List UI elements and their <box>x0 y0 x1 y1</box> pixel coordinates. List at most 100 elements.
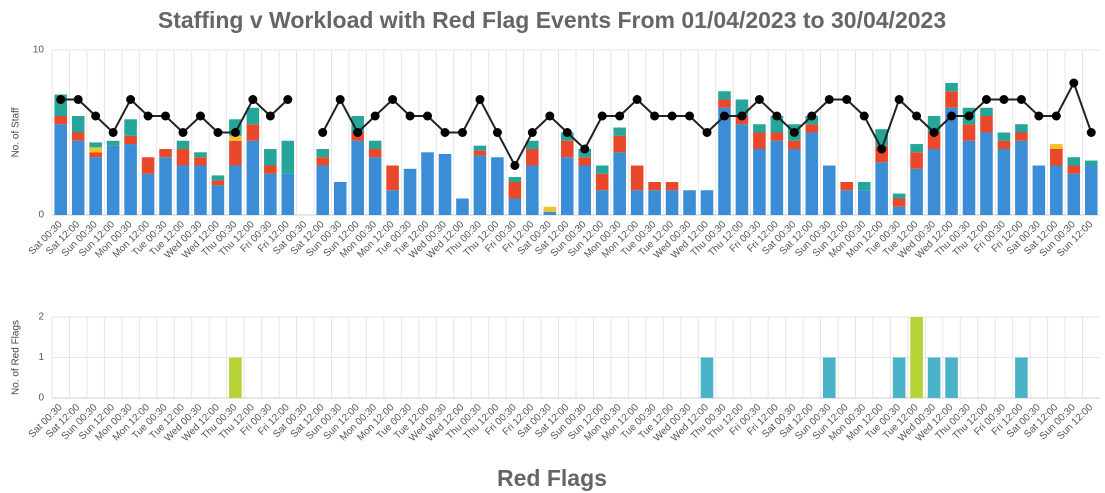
staff-point <box>108 128 118 137</box>
bar-segment <box>1050 144 1063 149</box>
bar-segment <box>962 140 976 215</box>
bar-segment <box>124 135 137 145</box>
bar-segment <box>927 357 941 398</box>
bar-segment <box>194 157 207 166</box>
bar-segment <box>980 116 993 133</box>
y-tick-label: 1 <box>38 352 44 363</box>
staff-point <box>475 95 485 104</box>
bar-segment <box>421 152 434 215</box>
staff-point <box>685 111 695 121</box>
bar-segment <box>770 140 784 215</box>
bar-segment <box>438 153 452 215</box>
bar-segment <box>630 190 644 215</box>
bar-segment <box>124 119 137 136</box>
bar-segment <box>211 180 225 186</box>
bar-segment <box>840 190 854 215</box>
bar-segment <box>526 149 539 166</box>
bar-segment <box>560 140 574 158</box>
bar-segment <box>927 132 941 149</box>
bar-segment <box>648 182 661 191</box>
bar-segment <box>892 357 906 398</box>
bar-segment <box>665 190 679 215</box>
bar-segment <box>456 198 469 215</box>
bar-segment <box>700 190 714 215</box>
bar-segment <box>1067 165 1081 174</box>
bar-segment <box>141 157 155 174</box>
bar-segment <box>910 152 923 169</box>
bar-segment <box>89 142 102 148</box>
staff-point <box>929 128 939 137</box>
bar-segment <box>71 116 85 133</box>
bar-segment <box>508 177 522 182</box>
y-axis-label: No. of Staff <box>11 107 22 157</box>
bar-segment <box>106 145 120 215</box>
staff-point <box>527 128 537 137</box>
bar-segment <box>386 165 399 191</box>
bar-segment <box>491 157 504 215</box>
bar-segment <box>543 211 557 215</box>
bar-segment <box>613 127 626 136</box>
bar-segment <box>892 206 906 215</box>
staff-point <box>877 144 887 154</box>
bar-segment <box>229 165 242 215</box>
staff-point <box>580 144 590 154</box>
staff-point <box>213 128 223 137</box>
staff-point <box>1051 111 1061 121</box>
bar-segment <box>1015 132 1028 141</box>
bar-segment <box>159 149 172 158</box>
bar-segment <box>910 168 923 215</box>
bar-segment <box>473 145 487 151</box>
bar-segment <box>229 140 242 166</box>
bar-segment <box>665 182 679 191</box>
staff-point <box>353 128 363 137</box>
bar-segment <box>368 140 382 149</box>
staff-point <box>195 111 205 121</box>
bar-segment <box>945 107 958 215</box>
bar-segment <box>892 193 906 199</box>
bar-segment <box>89 152 102 158</box>
bar-segment <box>718 99 731 108</box>
bar-segment <box>316 149 330 158</box>
bar-segment <box>403 168 417 215</box>
bar-segment <box>700 357 714 398</box>
bar-segment <box>770 132 784 141</box>
staff-point <box>632 95 642 104</box>
staff-point <box>894 95 904 104</box>
y-tick-label: 0 <box>38 210 44 221</box>
staff-point <box>283 95 293 104</box>
staff-point <box>789 128 799 137</box>
bar-segment <box>159 157 172 215</box>
staff-point <box>719 111 729 121</box>
bar-segment <box>630 165 644 191</box>
staff-point <box>56 95 66 104</box>
bar-segment <box>910 317 923 398</box>
staff-point <box>388 95 398 104</box>
staff-point <box>492 128 502 137</box>
bar-segment <box>71 140 85 215</box>
bar-segment <box>997 132 1011 141</box>
bar-segment <box>473 155 487 215</box>
bar-segment <box>211 185 225 215</box>
staff-point <box>405 111 415 121</box>
staff-point <box>126 95 136 104</box>
bar-segment <box>264 149 277 166</box>
staff-point <box>1086 128 1096 137</box>
bar-segment <box>316 165 330 215</box>
bar-segment <box>613 135 626 153</box>
staff-point <box>265 111 275 121</box>
bar-segment <box>578 157 592 166</box>
staff-point <box>178 128 188 137</box>
bar-segment <box>351 140 364 215</box>
bar-segment <box>264 173 277 215</box>
bar-segment <box>54 124 68 215</box>
bar-segment <box>980 107 993 116</box>
staff-point <box>335 95 345 104</box>
bar-segment <box>595 190 609 215</box>
bar-segment <box>229 357 242 398</box>
staff-point <box>859 111 869 121</box>
bar-segment <box>526 140 539 149</box>
bar-segment <box>1050 149 1063 166</box>
bar-segment <box>368 157 382 215</box>
staff-point <box>981 95 991 104</box>
